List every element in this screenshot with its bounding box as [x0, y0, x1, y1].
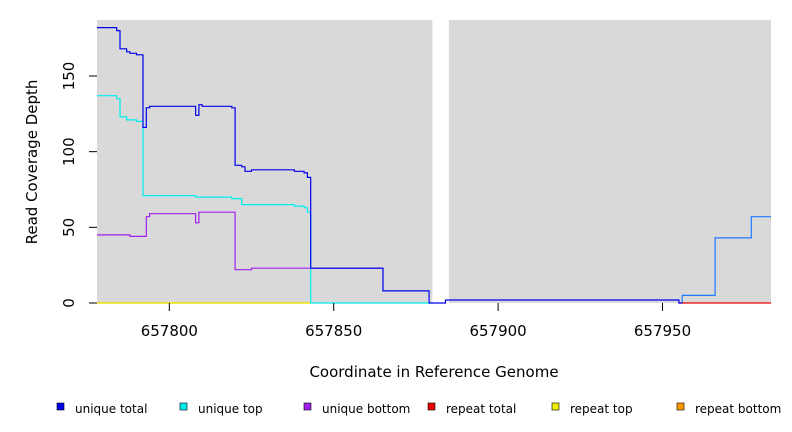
- series-line-unique-bottom: [97, 211, 383, 271]
- x-axis-title: Coordinate in Reference Genome: [309, 363, 558, 381]
- series-line-unique-top: [97, 95, 433, 304]
- legend-label: unique bottom: [322, 402, 410, 416]
- legend-swatch: [179, 402, 188, 411]
- series-line-unique-total: [97, 27, 683, 304]
- series-line-unlabeled: [681, 216, 771, 303]
- legend-label: unique top: [198, 402, 263, 416]
- legend-label: repeat bottom: [695, 402, 781, 416]
- legend-swatch: [427, 402, 436, 411]
- y-tick-label: 0: [60, 298, 78, 308]
- y-tick-label: 150: [60, 62, 78, 91]
- y-axis: 0 50 100 150: [60, 62, 97, 308]
- x-tick-label: 657800: [141, 322, 198, 340]
- y-axis-title: Read Coverage Depth: [23, 80, 41, 245]
- legend-swatch: [56, 402, 65, 411]
- y-tick-label: 50: [60, 218, 78, 237]
- legend-label: repeat total: [446, 402, 516, 416]
- x-axis: 657800 657850 657900 657950: [141, 303, 691, 340]
- legend-label: unique total: [75, 402, 147, 416]
- legend-swatch: [551, 402, 560, 411]
- x-tick-label: 657900: [469, 322, 526, 340]
- legend-swatch: [676, 402, 685, 411]
- legend-swatch: [303, 402, 312, 411]
- x-tick-label: 657850: [305, 322, 362, 340]
- y-tick-label: 100: [60, 137, 78, 166]
- legend-label: repeat top: [570, 402, 633, 416]
- coverage-gap: [432, 20, 449, 303]
- series-layer: [97, 27, 771, 304]
- x-tick-label: 657950: [634, 322, 691, 340]
- legend: unique total unique top unique bottom repea…: [56, 402, 781, 416]
